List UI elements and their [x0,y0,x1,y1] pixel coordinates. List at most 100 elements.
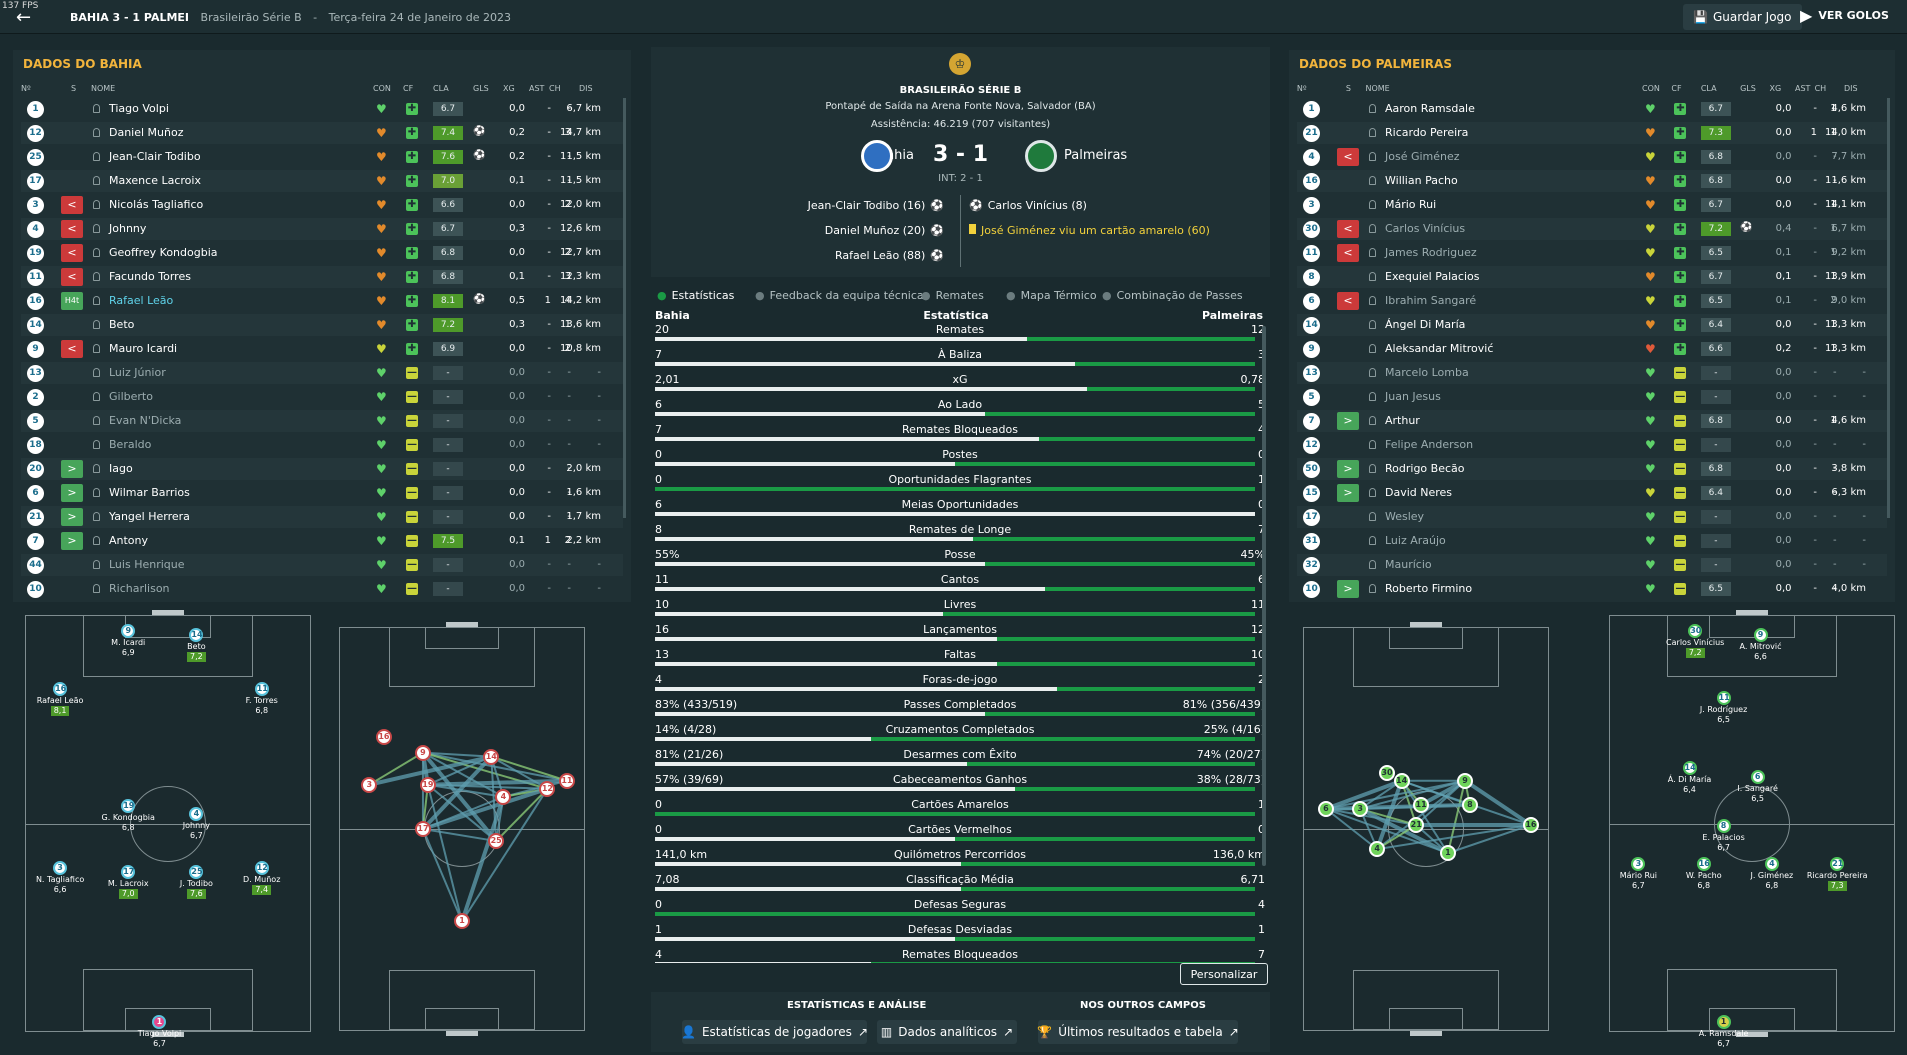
competition-link[interactable]: Brasileirão Série B [200,11,302,24]
player-name[interactable]: Beraldo [109,438,152,451]
col-header-xg[interactable]: XG [1769,84,1782,93]
player-row[interactable]: 21 > Yangel Herrera ♥ — -0,0- -1,7 km [21,506,623,528]
player-name[interactable]: Gilberto [109,390,153,403]
player-row[interactable]: 3 Mário Rui ♥ ✚ 6.7 0,0 - 1 14,1 km [1297,194,1887,216]
player-row[interactable]: 18 Beraldo ♥ — - 0,0 - - - [21,434,623,456]
pass-node[interactable]: 1 [454,913,470,930]
formation-player-marker[interactable]: 16 Rafael Leão 8,1 [25,682,95,717]
formation-player-marker[interactable]: 8 E. Palacios 6,7 [1689,819,1759,853]
pass-node[interactable]: 4 [1369,841,1386,858]
player-name[interactable]: Luiz Araújo [1385,534,1446,547]
player-row[interactable]: 9 Aleksandar Mitrović ♥ ✚ 6.6 0,2 - 1 13,3 km [1297,338,1887,360]
pass-node[interactable]: 21 [1408,816,1425,833]
col-header-gls[interactable]: GLS [1740,84,1756,93]
player-row[interactable]: 13 Marcelo Lomba ♥ — - 0,0 - - - [1297,362,1887,384]
player-row[interactable]: 14 Ángel Di María ♥ ✚ 6.4 0,0 - 1 13,3 km [1297,314,1887,336]
formation-player-marker[interactable]: 6 I. Sangaré 6,5 [1723,769,1793,804]
player-row[interactable]: 1 Aaron Ramsdale ♥ ✚ 6.7 0,0-1 4,6 km [1297,98,1887,120]
pass-node[interactable]: 6 [1317,800,1334,817]
formation-player-marker[interactable]: 19 G. Kondogbia 6,8 [93,798,163,833]
player-stats-button[interactable]: 👤 Estatísticas de jogadores ↗ [681,1020,868,1044]
col-header-nome[interactable]: NOME [91,84,116,93]
player-name[interactable]: James Rodriguez [1385,246,1477,259]
player-row[interactable]: 19 < Geoffrey Kondogbia ♥ ✚ 6.8 0,0 - 2 12,7 km [21,242,623,264]
player-row[interactable]: 4 < José Giménez ♥ ✚ 6.8 0,0- -7,7 km [1297,146,1887,168]
player-row[interactable]: 15 > David Neres ♥ —6.4 0,0- -6,3 km [1297,482,1887,504]
table-scrollbar[interactable] [1887,98,1890,518]
player-name[interactable]: Iago [109,462,133,475]
col-header-s[interactable]: S [1345,84,1351,93]
col-header-nº[interactable]: Nº [21,84,31,93]
player-name[interactable]: Marcelo Lomba [1385,366,1469,379]
player-name[interactable]: Facundo Torres [109,270,191,283]
formation-player-marker[interactable]: 25 J. Todibo 7,6 [161,865,231,899]
col-header-cla[interactable]: CLA [433,84,449,93]
col-header-ast[interactable]: AST [1794,84,1811,93]
formation-player-marker[interactable]: 1 A. Ramsdale 6,7 [1689,1014,1759,1049]
away-team-name[interactable]: Palmeiras [1064,148,1128,163]
analytics-button[interactable]: ▥ Dados analíticos ↗ [877,1020,1017,1044]
away-crest-icon[interactable] [1025,140,1057,172]
player-row[interactable]: 25 Jean-Clair Todibo ♥ ✚ 7.6 ⚽ 0,2 - -11,5 km [21,146,623,168]
player-row[interactable]: 3 < Nicolás Tagliafico ♥ ✚ 6.6 0,0 - 2 12,0 km [21,194,623,216]
player-row[interactable]: 31 Luiz Araújo ♥ — - 0,0 - - - [1297,530,1887,552]
formation-player-marker[interactable]: 14 Á. Di María 6,4 [1655,761,1725,795]
player-name[interactable]: Daniel Muñoz [109,126,184,139]
pass-node[interactable]: 17 [414,821,431,837]
player-name[interactable]: Wilmar Barrios [109,486,190,499]
player-row[interactable]: 6 < Ibrahim Sangaré ♥ ✚ 6.5 0,1 - 2 9,0 km [1297,290,1887,312]
formation-player-marker[interactable]: 9 M. Icardi 6,9 [93,624,163,658]
away-match-event[interactable]: ⚽ Carlos Vinícius (8) [969,199,1087,212]
player-name[interactable]: Richarlison [109,582,170,595]
pass-node[interactable]: 19 [419,776,436,793]
player-row[interactable]: 14 Beto ♥ ✚ 7.2 0,3 - 1 13,6 km [21,314,623,336]
player-row[interactable]: 12 Felipe Anderson ♥ — - 0,0 - - - [1297,434,1887,456]
pass-node[interactable]: 3 [361,776,378,793]
player-row[interactable]: 5 Evan N'Dicka ♥ — - 0,0 - - - [21,410,623,432]
player-row[interactable]: 20 > Iago ♥ — -0,0- -2,0 km [21,458,623,480]
pass-node[interactable]: 8 [1461,796,1478,813]
table-scrollbar[interactable] [623,98,626,518]
player-row[interactable]: 44 Luis Henrique ♥ — - 0,0 - - - [21,554,623,576]
player-name[interactable]: Ricardo Pereira [1385,126,1469,139]
stats-scrollbar[interactable] [1262,326,1266,866]
home-goal-event[interactable]: Rafael Leão (88) ⚽ [835,249,944,262]
player-name[interactable]: Rafael Leão [109,294,174,307]
tab-3[interactable]: ● Mapa Térmico [1006,289,1097,302]
formation-player-marker[interactable]: 21 Ricardo Pereira 7,3 [1802,856,1872,891]
player-row[interactable]: 11 < James Rodriguez ♥ ✚ 6.5 0,1 - 1 9,2 km [1297,242,1887,264]
player-row[interactable]: 2 Gilberto ♥ — - 0,0 - - - [21,386,623,408]
latest-results-button[interactable]: 🏆 Últimos resultados e tabela ↗ [1037,1020,1239,1044]
col-header-cla[interactable]: CLA [1700,84,1717,93]
player-name[interactable]: Maurício [1385,558,1432,571]
player-row[interactable]: 8 Exequiel Palacios ♥ ✚ 6.7 0,1 - 1 13,9 km [1297,266,1887,288]
tab-2[interactable]: ● Remates [921,289,984,302]
player-row[interactable]: 10 > Roberto Firmino ♥ —6.5 0,0- -4,0 km [1297,578,1887,600]
player-name[interactable]: Juan Jesus [1385,390,1441,403]
player-name[interactable]: Luis Henrique [109,558,185,571]
pass-node[interactable]: 14 [1393,772,1410,789]
formation-player-marker[interactable]: 4 Johnny 6,7 [161,806,231,841]
pass-node[interactable]: 30 [1378,764,1395,781]
formation-player-marker[interactable]: 12 D. Muñoz 7,4 [227,860,297,895]
formation-player-marker[interactable]: 16 W. Pacho 6,8 [1669,856,1739,891]
col-header-con[interactable]: CON [1642,84,1660,93]
pass-node[interactable]: 12 [539,780,556,797]
player-name[interactable]: Aleksandar Mitrović [1385,342,1494,355]
player-name[interactable]: Exequiel Palacios [1385,270,1480,283]
player-row[interactable]: 4 < Johnny ♥ ✚ 6.7 0,3 - -12,6 km [21,218,623,240]
tab-1[interactable]: ● Feedback da equipa técnica [755,289,924,302]
player-name[interactable]: Aaron Ramsdale [1385,102,1475,115]
col-header-xg[interactable]: XG [503,84,515,93]
formation-player-marker[interactable]: 11 J. Rodríguez 6,5 [1689,690,1759,725]
player-name[interactable]: Luiz Júnior [109,366,166,379]
col-header-dis[interactable]: DIS [579,84,593,93]
formation-player-marker[interactable]: 3 N. Tagliafico 6,6 [25,860,95,895]
player-name[interactable]: David Neres [1385,486,1453,499]
formation-player-marker[interactable]: 3 Mário Rui 6,7 [1603,856,1673,891]
customize-button[interactable]: Personalizar [1180,963,1268,985]
pass-node[interactable]: 11 [558,772,575,789]
pass-node[interactable]: 14 [483,748,500,765]
player-row[interactable]: 17 Wesley ♥ — - 0,0 - - - [1297,506,1887,528]
pass-node[interactable]: 1 [1439,845,1456,862]
